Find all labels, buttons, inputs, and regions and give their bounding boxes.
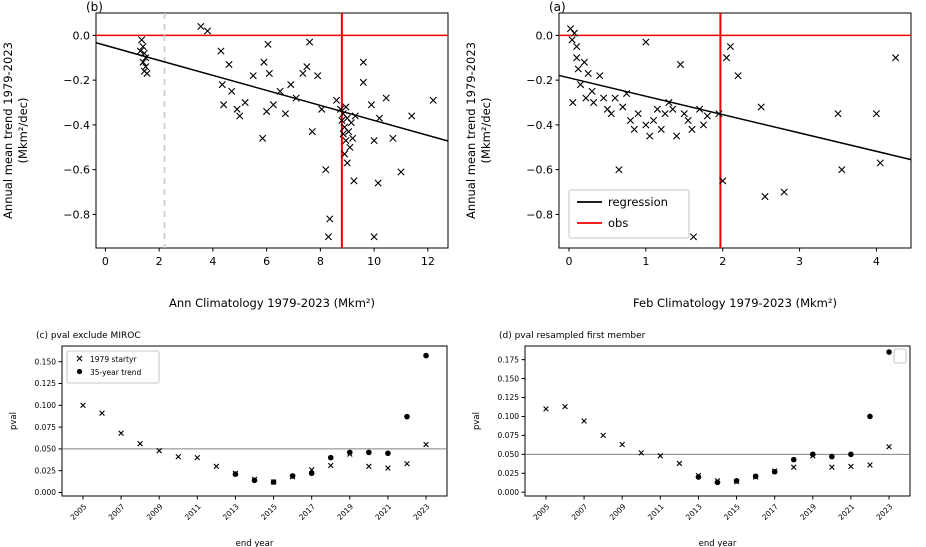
svg-text:2005: 2005: [532, 502, 552, 522]
bottom-row: 2005 2007 2009 2011 2013 2015 2017 2019 2021 2023…: [0, 316, 926, 547]
svg-text:0.075: 0.075: [35, 423, 57, 432]
svg-text:2019: 2019: [798, 502, 818, 522]
svg-text:Ann Climatology 1979-2023 (Mkm: Ann Climatology 1979-2023 (Mkm²): [169, 296, 375, 310]
top-row: 0 2 4 6 8 10 12 0.0 −0.2 −0.4 −0.6 −0.8 Ann Climatol…: [0, 0, 926, 316]
svg-text:pval: pval: [472, 412, 482, 430]
panel-c-pval-exclude-miroc: 2005 2007 2009 2011 2013 2015 2017 2019 2021 2023…: [0, 316, 463, 547]
svg-text:0.100: 0.100: [35, 401, 57, 410]
svg-text:0.0: 0.0: [536, 29, 554, 42]
svg-text:pval: pval: [9, 412, 19, 430]
panel-b-annual-climatology-scatter: 0 2 4 6 8 10 12 0.0 −0.2 −0.4 −0.6 −0.8 Ann Climatol…: [0, 0, 463, 316]
panel-a-scatter-svg: 0 1 2 3 4 0.0 −0.2 −0.4 −0.6 −0.8 Feb Climatology …: [464, 0, 912, 310]
svg-text:2015: 2015: [259, 502, 279, 522]
svg-text:(c) pval exclude MIROC: (c) pval exclude MIROC: [36, 331, 141, 341]
svg-text:Annual mean trend 1979-2023: Annual mean trend 1979-2023: [1, 42, 15, 219]
svg-text:2021: 2021: [836, 502, 856, 522]
panel-d-pval-svg: 2005 2007 2009 2011 2013 2015 2017 2019 2021 2023…: [472, 331, 911, 547]
svg-text:2: 2: [156, 255, 163, 268]
panel-d-pval-resampled: 2005 2007 2009 2011 2013 2015 2017 2019 2021 2023…: [463, 316, 926, 547]
svg-text:0.050: 0.050: [498, 450, 520, 459]
svg-text:−0.4: −0.4: [526, 119, 553, 132]
svg-text:−0.2: −0.2: [526, 74, 553, 87]
svg-text:−0.6: −0.6: [526, 164, 553, 177]
svg-text:2011: 2011: [646, 502, 666, 522]
panel-b-scatter-svg: 0 2 4 6 8 10 12 0.0 −0.2 −0.4 −0.6 −0.8 Ann Climatol…: [1, 0, 449, 310]
svg-text:0.150: 0.150: [35, 357, 57, 366]
svg-text:2007: 2007: [570, 502, 590, 522]
svg-text:2023: 2023: [412, 502, 432, 522]
svg-text:end year: end year: [699, 539, 737, 547]
svg-text:(b): (b): [86, 0, 103, 14]
panel-a-feb-climatology-scatter: 0 1 2 3 4 0.0 −0.2 −0.4 −0.6 −0.8 Feb Climatology …: [463, 0, 926, 316]
svg-text:0.025: 0.025: [498, 469, 520, 478]
panel-c-pval-svg: 2005 2007 2009 2011 2013 2015 2017 2019 2021 2023…: [9, 331, 448, 547]
svg-text:0.050: 0.050: [35, 445, 57, 454]
svg-text:0.000: 0.000: [35, 488, 57, 497]
svg-text:2009: 2009: [145, 502, 165, 522]
svg-text:−0.4: −0.4: [63, 119, 90, 132]
svg-text:(Mkm²/dec): (Mkm²/dec): [16, 98, 30, 164]
svg-text:0.075: 0.075: [498, 431, 520, 440]
svg-text:2: 2: [719, 255, 726, 268]
svg-text:−0.8: −0.8: [526, 208, 553, 221]
svg-text:0.100: 0.100: [498, 412, 520, 421]
svg-text:3: 3: [796, 255, 803, 268]
svg-text:0.000: 0.000: [498, 488, 520, 497]
svg-text:2005: 2005: [69, 502, 89, 522]
svg-text:2017: 2017: [760, 502, 780, 522]
svg-text:−0.2: −0.2: [63, 74, 90, 87]
svg-text:2009: 2009: [608, 502, 628, 522]
svg-text:6: 6: [263, 255, 270, 268]
svg-text:(a): (a): [549, 0, 566, 14]
svg-text:0.125: 0.125: [498, 393, 520, 402]
svg-text:2019: 2019: [335, 502, 355, 522]
svg-text:2013: 2013: [684, 502, 704, 522]
svg-text:2023: 2023: [875, 502, 895, 522]
svg-text:2011: 2011: [183, 502, 203, 522]
svg-text:Annual mean trend 1979-2023: Annual mean trend 1979-2023: [464, 42, 478, 219]
svg-text:0: 0: [102, 255, 109, 268]
svg-text:2015: 2015: [722, 502, 742, 522]
svg-text:0.175: 0.175: [498, 355, 520, 364]
svg-text:0: 0: [565, 255, 572, 268]
svg-text:Feb Climatology 1979-2023 (Mkm: Feb Climatology 1979-2023 (Mkm²): [633, 296, 837, 310]
svg-text:0.025: 0.025: [35, 466, 57, 475]
svg-text:0.125: 0.125: [35, 379, 57, 388]
svg-text:obs: obs: [608, 216, 628, 230]
svg-text:1: 1: [642, 255, 649, 268]
svg-text:8: 8: [317, 255, 324, 268]
svg-text:2017: 2017: [297, 502, 317, 522]
svg-text:2007: 2007: [107, 502, 127, 522]
svg-text:regression: regression: [608, 195, 668, 209]
svg-text:−0.8: −0.8: [63, 208, 90, 221]
svg-text:(Mkm²/dec): (Mkm²/dec): [479, 98, 493, 164]
svg-text:1979 startyr: 1979 startyr: [90, 355, 137, 364]
svg-text:4: 4: [209, 255, 216, 268]
svg-text:0.0: 0.0: [73, 29, 91, 42]
svg-text:end year: end year: [236, 539, 274, 547]
svg-text:−0.6: −0.6: [63, 164, 90, 177]
svg-text:2013: 2013: [221, 502, 241, 522]
svg-text:2021: 2021: [373, 502, 393, 522]
svg-text:(d) pval resampled first membe: (d) pval resampled first member: [499, 331, 646, 341]
svg-text:4: 4: [873, 255, 880, 268]
svg-text:12: 12: [421, 255, 435, 268]
svg-text:0.150: 0.150: [498, 374, 520, 383]
svg-text:10: 10: [367, 255, 381, 268]
svg-text:35-year trend: 35-year trend: [90, 368, 141, 377]
